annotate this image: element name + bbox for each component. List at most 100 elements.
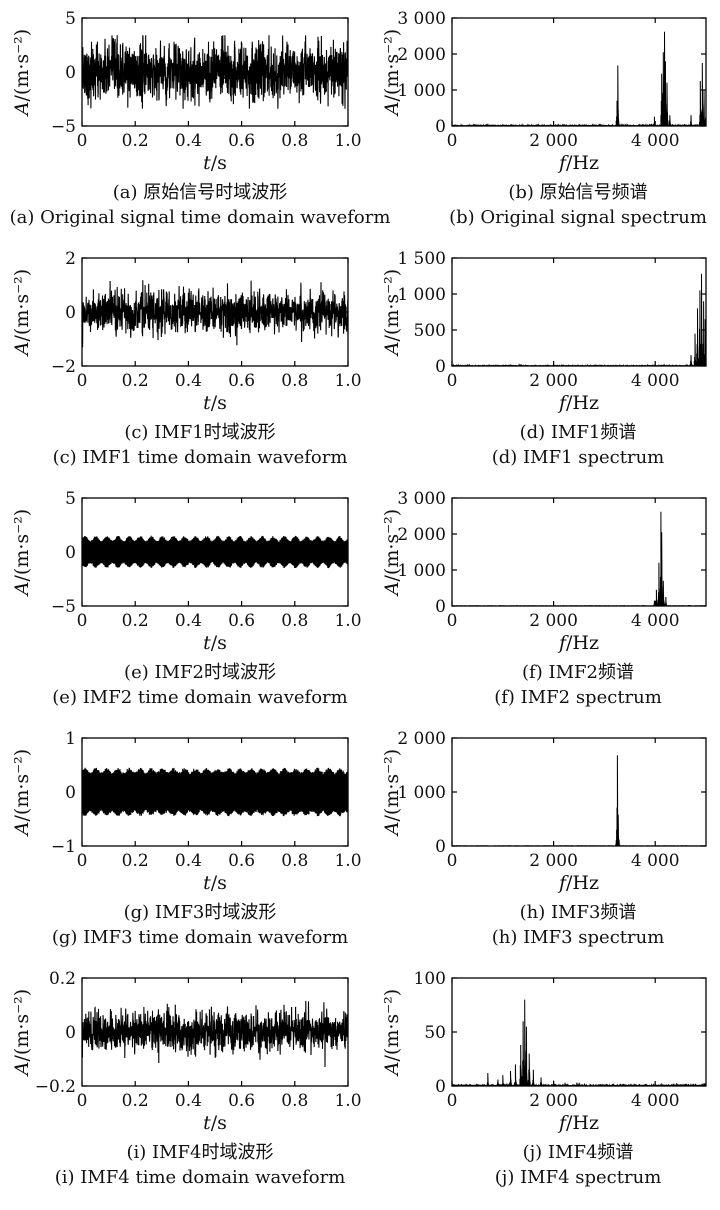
x-tick-label-h: 0: [447, 851, 458, 871]
data-series-f: [452, 511, 706, 606]
data-series-c: [82, 280, 348, 348]
caption-en-f: (f) IMF2 spectrum: [494, 687, 662, 708]
chart-b: 0 2 000 4 000 0 1 000 2 000 3 000 f/Hz A/(m·s⁻²)…: [381, 9, 707, 228]
x-axis-label-h: f/Hz: [557, 872, 599, 894]
x-tick-label-c: 0.8: [281, 371, 308, 391]
y-tick-label-g: −1: [51, 837, 76, 857]
y-tick-label-a: 0: [65, 63, 76, 83]
y-tick-label-c: 2: [65, 249, 76, 269]
y-tick-label-j: 50: [424, 1023, 446, 1043]
x-tick-label-g: 0.8: [281, 851, 308, 871]
caption-en-i: (i) IMF4 time domain waveform: [55, 1167, 346, 1188]
x-tick-label-e: 0.6: [228, 611, 255, 631]
data-series-e: [82, 535, 348, 569]
x-tick-label-e: 1.0: [334, 611, 361, 631]
y-tick-label-g: 1: [65, 729, 76, 749]
x-axis-label-b: f/Hz: [557, 152, 599, 174]
y-tick-label-c: 0: [65, 303, 76, 323]
x-tick-label-e: 0: [77, 611, 88, 631]
x-tick-label-c: 0.4: [175, 371, 202, 391]
y-tick-label-h: 1 000: [397, 783, 446, 803]
y-tick-label-e: −5: [51, 597, 76, 617]
x-axis-label-g: t/s: [203, 872, 227, 894]
x-tick-label-e: 0.4: [175, 611, 202, 631]
x-tick-label-b: 2 000: [529, 131, 578, 151]
caption-en-b: (b) Original signal spectrum: [449, 207, 707, 228]
caption-en-c: (c) IMF1 time domain waveform: [53, 447, 348, 468]
y-tick-label-b: 3 000: [397, 9, 446, 29]
chart-j: 0 2 000 4 000 0 50 100 f/Hz A/(m·s⁻²) (j) IMF4频谱…: [381, 969, 707, 1188]
x-tick-label-g: 0.2: [122, 851, 149, 871]
x-tick-label-i: 0.4: [175, 1091, 202, 1111]
x-tick-label-d: 4 000: [631, 371, 680, 391]
y-tick-label-h: 2 000: [397, 729, 446, 749]
x-tick-label-h: 2 000: [529, 851, 578, 871]
y-tick-label-b: 2 000: [397, 45, 446, 65]
caption-zh-i: (i) IMF4时域波形: [126, 1142, 273, 1163]
data-series-g: [82, 767, 348, 817]
chart-i: 0 0.2 0.4 0.6 0.8 1.0−0.200.2t/sA/(m·s⁻²)(i) …: [11, 969, 362, 1188]
plot-frame-h: [451, 737, 707, 847]
caption-zh-g: (g) IMF3时域波形: [124, 902, 277, 923]
x-tick-label-j: 2 000: [529, 1091, 578, 1111]
y-axis-label-j: A/(m·s⁻²): [381, 989, 403, 1077]
y-tick-label-b: 0: [435, 117, 446, 137]
x-tick-label-i: 0.6: [228, 1091, 255, 1111]
plot-frame-f: [451, 497, 707, 607]
caption-zh-b: (b) 原始信号频谱: [508, 182, 647, 203]
x-tick-label-d: 2 000: [529, 371, 578, 391]
x-tick-label-e: 0.2: [122, 611, 149, 631]
y-axis-label-a: A/(m·s⁻²): [11, 29, 33, 117]
x-tick-label-c: 0.2: [122, 371, 149, 391]
x-tick-label-b: 4 000: [631, 131, 680, 151]
y-axis-label-b: A/(m·s⁻²): [381, 29, 403, 117]
caption-zh-d: (d) IMF1频谱: [520, 422, 637, 443]
x-tick-label-d: 0: [447, 371, 458, 391]
y-tick-label-h: 0: [435, 837, 446, 857]
x-tick-label-a: 0.2: [122, 131, 149, 151]
x-tick-label-j: 4 000: [631, 1091, 680, 1111]
y-tick-label-i: 0: [65, 1023, 76, 1043]
data-series-b: [452, 31, 706, 126]
x-tick-label-e: 0.8: [281, 611, 308, 631]
x-tick-label-j: 0: [447, 1091, 458, 1111]
x-tick-label-c: 1.0: [334, 371, 361, 391]
y-tick-label-j: 100: [414, 969, 446, 989]
y-tick-label-f: 1 000: [397, 561, 446, 581]
caption-en-e: (e) IMF2 time domain waveform: [52, 687, 347, 708]
x-axis-label-f: f/Hz: [557, 632, 599, 654]
x-tick-label-i: 0.8: [281, 1091, 308, 1111]
x-tick-label-i: 1.0: [334, 1091, 361, 1111]
y-tick-label-f: 0: [435, 597, 446, 617]
x-axis-label-i: t/s: [203, 1112, 227, 1134]
caption-zh-c: (c) IMF1时域波形: [124, 422, 275, 443]
x-tick-label-c: 0.6: [228, 371, 255, 391]
x-axis-label-c: t/s: [203, 392, 227, 414]
y-tick-label-b: 1 000: [397, 81, 446, 101]
caption-en-d: (d) IMF1 spectrum: [492, 447, 665, 468]
x-tick-label-f: 0: [447, 611, 458, 631]
y-axis-label-e: A/(m·s⁻²): [11, 509, 33, 597]
y-axis-label-g: A/(m·s⁻²): [11, 749, 33, 837]
x-tick-label-a: 1.0: [334, 131, 361, 151]
y-axis-label-f: A/(m·s⁻²): [381, 509, 403, 597]
x-tick-label-c: 0: [77, 371, 88, 391]
x-tick-label-a: 0.4: [175, 131, 202, 151]
y-tick-label-i: 0.2: [49, 969, 76, 989]
caption-zh-a: (a) 原始信号时域波形: [113, 182, 288, 203]
y-tick-label-e: 5: [65, 489, 76, 509]
y-tick-label-f: 2 000: [397, 525, 446, 545]
y-tick-label-d: 1 000: [397, 285, 446, 305]
x-tick-label-i: 0.2: [122, 1091, 149, 1111]
x-tick-label-h: 4 000: [631, 851, 680, 871]
y-axis-label-i: A/(m·s⁻²): [11, 989, 33, 1077]
caption-zh-e: (e) IMF2时域波形: [124, 662, 276, 683]
y-tick-label-f: 3 000: [397, 489, 446, 509]
data-series-j: [452, 999, 706, 1086]
caption-en-j: (j) IMF4 spectrum: [495, 1167, 662, 1188]
